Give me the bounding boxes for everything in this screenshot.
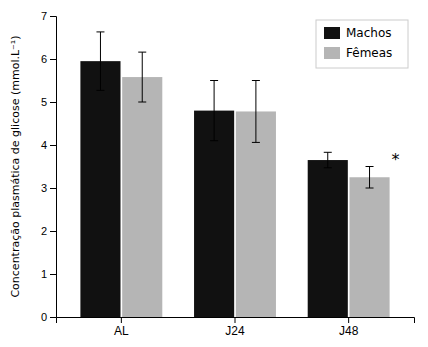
bar <box>194 111 234 317</box>
series <box>122 52 389 317</box>
y-tick-mark <box>50 59 56 60</box>
error-line <box>142 52 143 102</box>
error-bar <box>366 167 374 189</box>
y-tick: 4 <box>41 139 56 151</box>
error-line <box>255 81 256 143</box>
legend-item: Machos <box>324 26 392 40</box>
x-tick-mark <box>348 317 349 323</box>
y-tick: 6 <box>41 53 56 65</box>
x-tick-mark <box>235 317 236 323</box>
error-cap <box>138 102 146 103</box>
legend-box <box>316 20 408 68</box>
error-bar <box>96 32 104 90</box>
legend-item: Fêmeas <box>324 46 392 60</box>
chart: 0 1 2 3 4 5 6 7 AL J24 J48 * Machos Fêmeas Concentraçã… <box>0 0 428 347</box>
bar <box>122 77 162 317</box>
y-tick-label: 5 <box>41 96 47 108</box>
error-cap <box>252 142 260 143</box>
error-cap <box>366 188 374 189</box>
y-tick: 1 <box>41 268 56 280</box>
marks <box>80 32 389 317</box>
x-tick-label: J24 <box>225 324 245 338</box>
error-line <box>100 32 101 90</box>
y-tick-label: 3 <box>41 182 47 194</box>
x-tick: J24 <box>225 317 245 338</box>
plot: 0 1 2 3 4 5 6 7 AL J24 J48 * Machos Fêmeas <box>41 10 415 338</box>
error-line <box>214 81 215 141</box>
y-axis: 0 1 2 3 4 5 6 7 <box>41 10 57 323</box>
y-tick-mark <box>50 317 56 318</box>
legend-label: Machos <box>346 26 392 40</box>
y-tick-label: 4 <box>41 139 47 151</box>
annotation: * <box>392 150 400 169</box>
y-tick: 0 <box>41 311 56 323</box>
error-cap <box>96 90 104 91</box>
y-tick-label: 7 <box>41 10 47 22</box>
y-tick-label: 6 <box>41 53 47 65</box>
bar <box>308 160 348 317</box>
y-tick: 2 <box>41 225 56 237</box>
error-cap <box>96 31 104 32</box>
y-tick-mark <box>50 102 56 103</box>
legend-swatch <box>324 47 340 59</box>
x-axis: AL J24 J48 <box>57 317 415 338</box>
error-cap <box>324 167 332 168</box>
y-tick-mark <box>50 145 56 146</box>
legend: Machos Fêmeas <box>316 20 408 68</box>
y-tick-mark <box>50 16 56 17</box>
y-tick-mark <box>50 274 56 275</box>
error-cap <box>366 166 374 167</box>
x-tick-label: J48 <box>339 324 359 338</box>
error-line <box>369 167 370 189</box>
series <box>80 32 347 317</box>
y-tick-mark <box>50 188 56 189</box>
error-cap <box>138 52 146 53</box>
error-bar <box>252 81 260 143</box>
legend-swatch <box>324 27 340 39</box>
y-axis-line <box>50 17 57 318</box>
y-tick: 3 <box>41 182 56 194</box>
bar <box>236 111 276 317</box>
x-tick-mark <box>121 317 122 323</box>
legend-label: Fêmeas <box>346 46 392 60</box>
y-tick: 7 <box>41 10 56 22</box>
x-tick-label: AL <box>114 324 129 338</box>
y-tick-label: 2 <box>41 225 47 237</box>
x-axis-line <box>57 318 415 324</box>
error-cap <box>324 152 332 153</box>
y-tick-label: 0 <box>41 311 47 323</box>
bar <box>80 61 120 317</box>
error-cap <box>210 140 218 141</box>
y-tick-label: 1 <box>41 268 47 280</box>
y-tick: 5 <box>41 96 56 108</box>
error-line <box>327 152 328 167</box>
y-tick-mark <box>50 231 56 232</box>
error-bar <box>138 52 146 102</box>
error-cap <box>252 80 260 81</box>
y-axis-title: Concentração plasmática de glicose (mmol… <box>9 35 22 297</box>
error-bar <box>324 152 332 167</box>
bar <box>349 177 389 317</box>
error-cap <box>210 80 218 81</box>
x-tick: J48 <box>339 317 359 338</box>
error-bar <box>210 81 218 141</box>
x-tick: AL <box>114 317 129 338</box>
